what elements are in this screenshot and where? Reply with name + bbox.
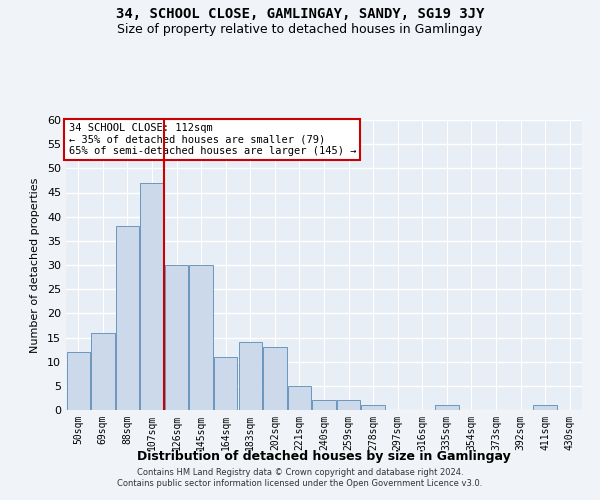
Text: Size of property relative to detached houses in Gamlingay: Size of property relative to detached ho… bbox=[118, 22, 482, 36]
Bar bbox=[165, 265, 188, 410]
Text: Distribution of detached houses by size in Gamlingay: Distribution of detached houses by size … bbox=[137, 450, 511, 463]
Bar bbox=[337, 400, 360, 410]
Bar bbox=[91, 332, 115, 410]
Text: 34 SCHOOL CLOSE: 112sqm
← 35% of detached houses are smaller (79)
65% of semi-de: 34 SCHOOL CLOSE: 112sqm ← 35% of detache… bbox=[68, 123, 356, 156]
Bar bbox=[214, 357, 238, 410]
Bar bbox=[533, 405, 557, 410]
Text: Contains HM Land Registry data © Crown copyright and database right 2024.
Contai: Contains HM Land Registry data © Crown c… bbox=[118, 468, 482, 487]
Bar bbox=[288, 386, 311, 410]
Y-axis label: Number of detached properties: Number of detached properties bbox=[30, 178, 40, 352]
Text: 34, SCHOOL CLOSE, GAMLINGAY, SANDY, SG19 3JY: 34, SCHOOL CLOSE, GAMLINGAY, SANDY, SG19… bbox=[116, 8, 484, 22]
Bar bbox=[140, 183, 164, 410]
Bar bbox=[361, 405, 385, 410]
Bar bbox=[116, 226, 139, 410]
Bar bbox=[67, 352, 90, 410]
Bar bbox=[435, 405, 458, 410]
Bar bbox=[190, 265, 213, 410]
Bar bbox=[313, 400, 335, 410]
Bar bbox=[263, 347, 287, 410]
Bar bbox=[239, 342, 262, 410]
